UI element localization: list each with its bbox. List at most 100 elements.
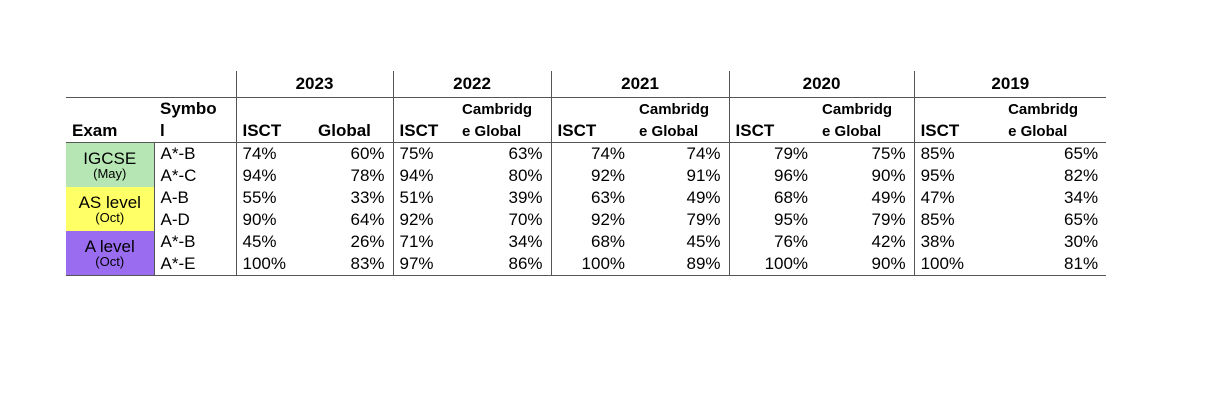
global-value: 30% (1064, 232, 1099, 251)
isct-value: 100% (913, 253, 1003, 276)
isct-value: 76% (728, 231, 817, 253)
isct-header-2019: ISCT (913, 120, 1003, 143)
cambridge-header-2021-line2: e Global (633, 120, 730, 143)
global-value: 34% (508, 232, 543, 251)
blank-cell (66, 71, 154, 98)
global-value: 79% (871, 210, 906, 229)
exam-cell: IGCSE (May) (66, 142, 154, 187)
isct-value: 79% (728, 142, 817, 165)
isct-value: 74% (550, 142, 634, 165)
isct-value: 100% (550, 253, 634, 276)
global-value: 78% (350, 166, 385, 185)
cambridge-header-2019-line1: Cambridg (1002, 97, 1107, 120)
exam-name: A level (84, 237, 135, 256)
table-row: A*-E 100% 83% 97% 86% 100% 89% 100% 90% 100% 81% (66, 253, 1107, 276)
blank-cell (913, 97, 1003, 120)
cambridge-header-2021-line1: Cambridg (633, 97, 730, 120)
isct-value: 47% (913, 187, 1003, 209)
isct-header-2022: ISCT (392, 120, 457, 143)
blank-cell (235, 97, 312, 120)
global-value: 60% (350, 144, 385, 163)
cambridge-header-2019-line2: e Global (1002, 120, 1107, 143)
global-value: 70% (508, 210, 543, 229)
year-2022: 2022 (392, 71, 552, 98)
isct-value: 68% (550, 231, 634, 253)
global-value: 65% (1064, 210, 1099, 229)
global-value: 80% (508, 166, 543, 185)
exam-cell: A level (Oct) (66, 231, 154, 276)
isct-value: 68% (728, 187, 817, 209)
grade-symbol: A-D (153, 209, 236, 231)
global-value: 90% (816, 253, 915, 276)
exam-cell: AS level (Oct) (66, 187, 154, 231)
grade-symbol: A*-B (153, 142, 236, 165)
blank-cell (550, 97, 634, 120)
isct-value: 55% (235, 187, 312, 209)
global-value: 74% (686, 144, 721, 163)
cambridge-header-2022-line2: e Global (456, 120, 552, 143)
year-2020: 2020 (728, 71, 915, 98)
isct-value: 95% (728, 209, 817, 231)
global-value: 86% (456, 253, 552, 276)
isct-value: 45% (235, 231, 312, 253)
isct-value: 92% (392, 209, 457, 231)
isct-value: 96% (728, 165, 817, 187)
global-value: 45% (686, 232, 721, 251)
global-value: 82% (1064, 166, 1099, 185)
isct-value: 85% (913, 142, 1003, 165)
global-value: 79% (686, 210, 721, 229)
global-value: 26% (350, 232, 385, 251)
grade-symbol: A-B (153, 187, 236, 209)
blank-cell (392, 97, 457, 120)
symbol-header-line1: Symbo (160, 99, 217, 118)
isct-value: 38% (913, 231, 1003, 253)
global-value: 64% (350, 210, 385, 229)
year-header-row: 2023 2022 2021 2020 2019 (66, 71, 1107, 98)
exam-session: (May) (93, 166, 127, 181)
cambridge-header-2020-line2: e Global (816, 120, 915, 143)
isct-value: 94% (235, 165, 312, 187)
column-header-row-1: Symbo Cambridg Cambridg Cambridg Cambrid… (66, 97, 1107, 121)
table-row: AS level (Oct) A-B 55% 33% 51% 39% 63% 49% 68% 49%… (66, 187, 1106, 231)
global-value: 42% (871, 232, 906, 251)
blank-cell (154, 71, 236, 98)
global-value: 34% (1064, 188, 1099, 207)
global-value: 49% (871, 188, 906, 207)
isct-value: 100% (728, 253, 817, 276)
exam-session: (Oct) (95, 210, 125, 225)
isct-header-2023: ISCT (235, 120, 312, 143)
global-value: 83% (312, 253, 394, 276)
global-value: 65% (1064, 144, 1099, 163)
isct-value: 95% (913, 165, 1003, 187)
grade-symbol: A*-E (153, 253, 236, 276)
isct-value: 74% (235, 142, 312, 165)
grade-symbol: A*-B (153, 231, 236, 253)
cambridge-header-2022-line1: Cambridg (456, 97, 552, 120)
global-value: 81% (1002, 253, 1107, 276)
symbol-header-line2: l (154, 120, 236, 143)
column-header-row-2: Exam l ISCT Global ISCT e Global ISCT e … (66, 120, 1107, 143)
isct-value: 94% (392, 165, 457, 187)
isct-value: 97% (392, 253, 457, 276)
global-header-2023: Global (312, 120, 394, 143)
isct-value: 92% (550, 165, 634, 187)
isct-value: 71% (392, 231, 457, 253)
blank-cell (728, 97, 817, 120)
year-2021: 2021 (550, 71, 730, 98)
exam-header-spacer (66, 98, 154, 121)
table-row: IGCSE (May) A*-B 74% 60% 75% 63% 74% 74% 79% 75% 85… (66, 142, 1106, 187)
isct-value: 63% (550, 187, 634, 209)
global-value: 63% (508, 144, 543, 163)
table-row: A-D 90% 64% 92% 70% 92% 79% 95% 79% 85% 65% (66, 209, 1106, 231)
year-2019: 2019 (913, 71, 1107, 98)
exam-session: (Oct) (95, 254, 125, 269)
global-value: 91% (686, 166, 721, 185)
exam-header: Exam (66, 120, 154, 143)
isct-value: 51% (392, 187, 457, 209)
blank-cell (312, 97, 394, 120)
global-value: 75% (871, 144, 906, 163)
global-value: 90% (871, 166, 906, 185)
exam-name: IGCSE (83, 149, 137, 168)
global-value: 89% (633, 253, 730, 276)
isct-value: 75% (392, 142, 457, 165)
